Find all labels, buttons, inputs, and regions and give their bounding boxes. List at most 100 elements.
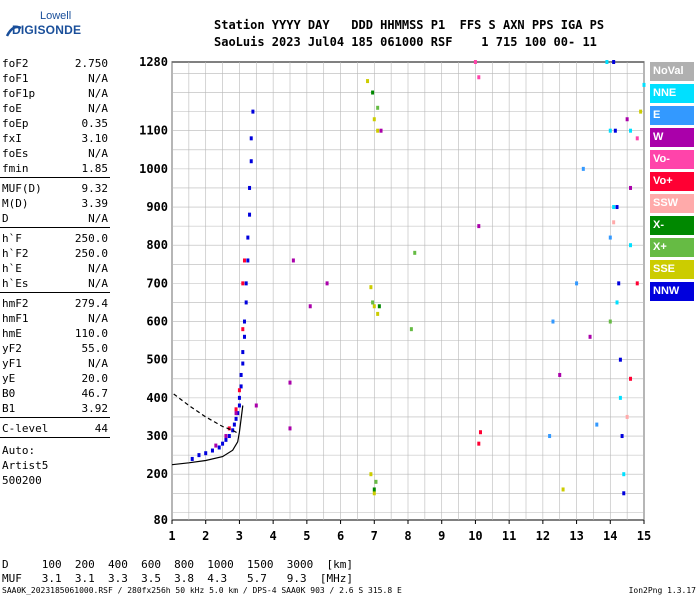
param-row-hf: h`F 250.0 [2,231,108,246]
data-point [608,128,612,133]
param-divider [0,227,110,228]
param-row-fxi: fxI 3.10 [2,131,108,146]
data-point [204,451,208,456]
legend-item-nne: NNE [650,84,694,103]
x-tick-label: 5 [303,529,310,543]
data-point [237,403,241,408]
param-label: h`F2 [2,247,29,260]
autoscale-line: 500200 [2,474,42,487]
data-point [239,384,243,389]
x-tick-label: 11 [502,529,516,543]
data-point [642,82,646,87]
file-info-footer: SAA0K_2023185061000.RSF / 280fx256h 50 k… [2,586,402,595]
legend-item-nnw: NNW [650,282,694,301]
data-point [612,60,616,64]
data-point [612,205,616,210]
param-label: MUF(D) [2,182,42,195]
data-point [639,109,643,114]
param-value: 250.0 [74,247,108,260]
data-point [234,416,238,421]
data-point [241,281,245,286]
param-value: N/A [88,87,108,100]
muf-table: D 100 200 400 600 800 1000 1500 3000 [km… [2,558,353,586]
data-point [325,281,329,286]
x-tick-label: 10 [468,529,482,543]
legend-item-x: X- [650,216,694,235]
data-point [237,388,241,393]
ionogram-chart: 1 2 3 4 5 6 7 8 9 10 11 12 13 14 158020030040050060070… [139,55,651,543]
y-tick-label: 300 [146,429,168,443]
param-value: 3.39 [81,197,109,210]
param-label: foF1 [2,72,29,85]
data-point [635,281,639,286]
data-point [369,472,373,477]
data-point [625,117,629,122]
data-point [376,128,380,133]
legend-item-x: X+ [650,238,694,257]
param-value: N/A [88,72,108,85]
data-point [613,128,617,133]
muf-frequency-row: MUF 3.1 3.1 3.3 3.5 3.8 4.3 5.7 9.3 [MHz… [2,572,353,585]
legend-item-vo: Vo+ [650,172,694,191]
param-row-ye: yE 20.0 [2,371,108,386]
y-tick-label: 400 [146,391,168,405]
data-point [376,311,380,316]
data-point [612,220,616,225]
param-label: yF2 [2,342,22,355]
legend-item-ssw: SSW [650,194,694,213]
data-point [224,434,228,439]
data-point [372,491,376,496]
param-value: 9.32 [81,182,109,195]
param-row-yf1: yF1 N/A [2,356,108,371]
param-row-foe: foE N/A [2,101,108,116]
param-divider [0,437,110,438]
param-label: M(D) [2,197,29,210]
param-value: N/A [88,357,108,370]
c-level-value: 44 [94,422,108,435]
data-point [629,128,633,133]
x-tick-label: 15 [637,529,651,543]
param-value: 3.10 [81,132,109,145]
param-row-b1: B1 3.92 [2,401,108,416]
data-point [372,487,376,492]
data-point [625,414,629,419]
param-label: B1 [2,402,16,415]
x-tick-label: 1 [168,529,175,543]
legend-item-sse: SSE [650,260,694,279]
param-value: 2.750 [74,57,108,70]
data-point [629,376,633,381]
param-row-hmf2: hmF2 279.4 [2,296,108,311]
param-divider [0,417,110,418]
param-row-fof1: foF1 N/A [2,71,108,86]
profile-curve [171,405,244,466]
data-point [242,319,246,324]
data-point [372,304,376,309]
data-point [366,79,370,84]
logo-line2: DIGISONDE [12,23,82,37]
data-point [409,327,413,332]
param-label: foF1p [2,87,36,100]
data-point [241,350,245,355]
data-point [371,300,375,305]
data-point [369,285,373,290]
data-point [246,235,250,240]
c-level-label: C-level [2,422,49,435]
data-point [232,422,236,427]
logo-line1: Lowell [40,10,72,22]
data-point [288,380,292,385]
x-tick-label: 9 [438,529,445,543]
data-point [241,327,245,332]
data-point [618,357,622,362]
data-point [248,185,252,190]
data-point [477,224,481,229]
data-point [227,434,231,439]
data-point [248,212,252,217]
param-row-md: M(D) 3.39 [2,196,108,211]
data-point [581,166,585,171]
data-point [477,441,481,446]
logo-swoosh-icon [5,25,22,37]
data-point [615,300,619,305]
param-row-fmin: fmin 1.85 [2,161,108,176]
param-label: fmin [2,162,29,175]
data-point [288,426,292,431]
